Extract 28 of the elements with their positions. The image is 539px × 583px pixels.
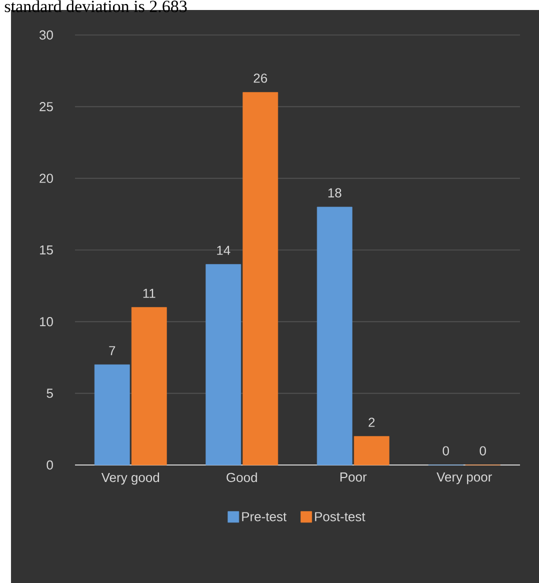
data-label: 26 xyxy=(254,74,268,83)
y-tick-label: 30 xyxy=(40,30,53,40)
data-label: 7 xyxy=(109,346,116,356)
bar xyxy=(94,364,130,466)
x-tick-label: Good xyxy=(226,472,257,482)
data-label: 0 xyxy=(442,446,449,456)
bar xyxy=(206,264,242,466)
bar xyxy=(131,307,167,466)
legend-label: Pre-test xyxy=(242,512,287,522)
data-label: 2 xyxy=(368,418,375,427)
y-tick-label: 10 xyxy=(40,317,53,326)
x-tick-label: Very poor xyxy=(436,472,492,484)
y-tick-label: 15 xyxy=(40,245,53,255)
y-tick-label: 5 xyxy=(46,388,53,398)
y-tick-label: 0 xyxy=(46,460,53,470)
data-label: 11 xyxy=(143,288,156,298)
bar xyxy=(354,436,390,466)
x-tick-label: Poor xyxy=(340,472,367,482)
data-label: 14 xyxy=(217,246,230,255)
bar xyxy=(316,206,352,466)
y-tick-label: 25 xyxy=(40,102,53,112)
data-label: 0 xyxy=(480,446,486,456)
data-label: 18 xyxy=(328,188,342,198)
legend-label: Post-test xyxy=(315,512,366,522)
text: standard deviation is 2.683 xyxy=(4,0,187,12)
y-tick-label: 20 xyxy=(40,174,53,183)
x-tick-label: Very good xyxy=(101,472,160,485)
bar xyxy=(242,92,278,466)
